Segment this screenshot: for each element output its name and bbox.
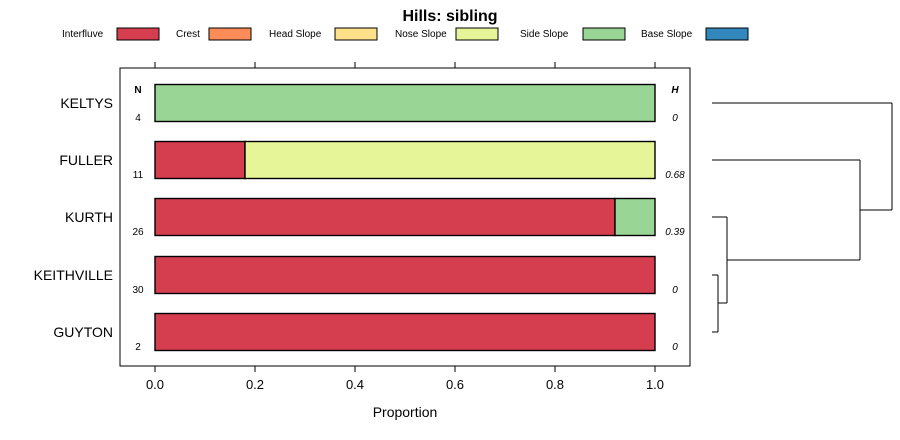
n-value-keltys: 4: [135, 113, 141, 124]
x-tick-label-5: 1.0: [646, 377, 664, 392]
legend-label-base-slope: Base Slope: [641, 29, 693, 40]
category-label-keithville: KEITHVILLE: [34, 267, 113, 283]
legend-swatch-base-slope: [705, 27, 749, 41]
legend-swatch-interfluve: [116, 27, 160, 41]
n-header: N: [134, 85, 141, 96]
bar-keithville-interfluve: [154, 255, 656, 295]
legend-swatch-crest: [208, 27, 252, 41]
bar-kurth-side-slope: [614, 197, 656, 237]
plot-frame: [119, 67, 691, 367]
h-value-keltys: 0: [672, 113, 678, 124]
legend-swatch-nose-slope: [455, 27, 499, 41]
x-tick-label-0: 0.0: [146, 377, 164, 392]
legend-label-crest: Crest: [176, 29, 200, 40]
category-label-kurth: KURTH: [65, 209, 113, 225]
n-value-keithville: 30: [132, 285, 144, 296]
n-value-kurth: 26: [132, 227, 144, 238]
category-label-keltys: KELTYS: [60, 95, 113, 111]
legend-label-interfluve: Interfluve: [62, 29, 104, 40]
legend: Interfluve Crest Head Slope Nose Slope Side …: [62, 27, 749, 41]
top-ticks: [154, 62, 656, 68]
bar-keltys-side-slope: [154, 83, 656, 123]
bar-fuller-nose-slope: [244, 140, 656, 180]
legend-label-side-slope: Side Slope: [520, 29, 569, 40]
bar-guyton-interfluve: [154, 312, 656, 352]
legend-label-head-slope: Head Slope: [269, 29, 322, 40]
x-axis: 0.0 0.2 0.4 0.6 0.8 1.0: [146, 366, 664, 392]
chart-title: Hills: sibling: [402, 8, 497, 25]
category-label-fuller: FULLER: [59, 152, 113, 168]
h-value-guyton: 0: [672, 342, 678, 353]
category-label-guyton: GUYTON: [53, 324, 113, 340]
legend-label-nose-slope: Nose Slope: [395, 29, 447, 40]
n-labels: N 4 11 26 30 2: [132, 85, 144, 353]
h-labels: H 0 0.68 0.39 0 0: [665, 85, 685, 353]
n-value-guyton: 2: [135, 342, 141, 353]
x-tick-label-4: 0.8: [546, 377, 564, 392]
h-value-fuller: 0.68: [665, 170, 685, 181]
bar-kurth-interfluve: [154, 197, 616, 237]
x-tick-label-3: 0.6: [446, 377, 464, 392]
x-tick-label-2: 0.4: [346, 377, 364, 392]
legend-swatch-head-slope: [334, 27, 378, 41]
h-header: H: [671, 85, 679, 96]
category-labels: KELTYS FULLER KURTH KEITHVILLE GUYTON: [34, 95, 113, 340]
h-value-kurth: 0.39: [665, 227, 685, 238]
n-value-fuller: 11: [133, 170, 144, 181]
legend-swatch-side-slope: [582, 27, 626, 41]
bar-fuller-interfluve: [154, 140, 246, 180]
bars: [154, 83, 656, 352]
h-value-keithville: 0: [672, 285, 678, 296]
dendrogram: [712, 102, 893, 333]
x-tick-label-1: 0.2: [246, 377, 264, 392]
x-axis-title: Proportion: [373, 404, 438, 420]
